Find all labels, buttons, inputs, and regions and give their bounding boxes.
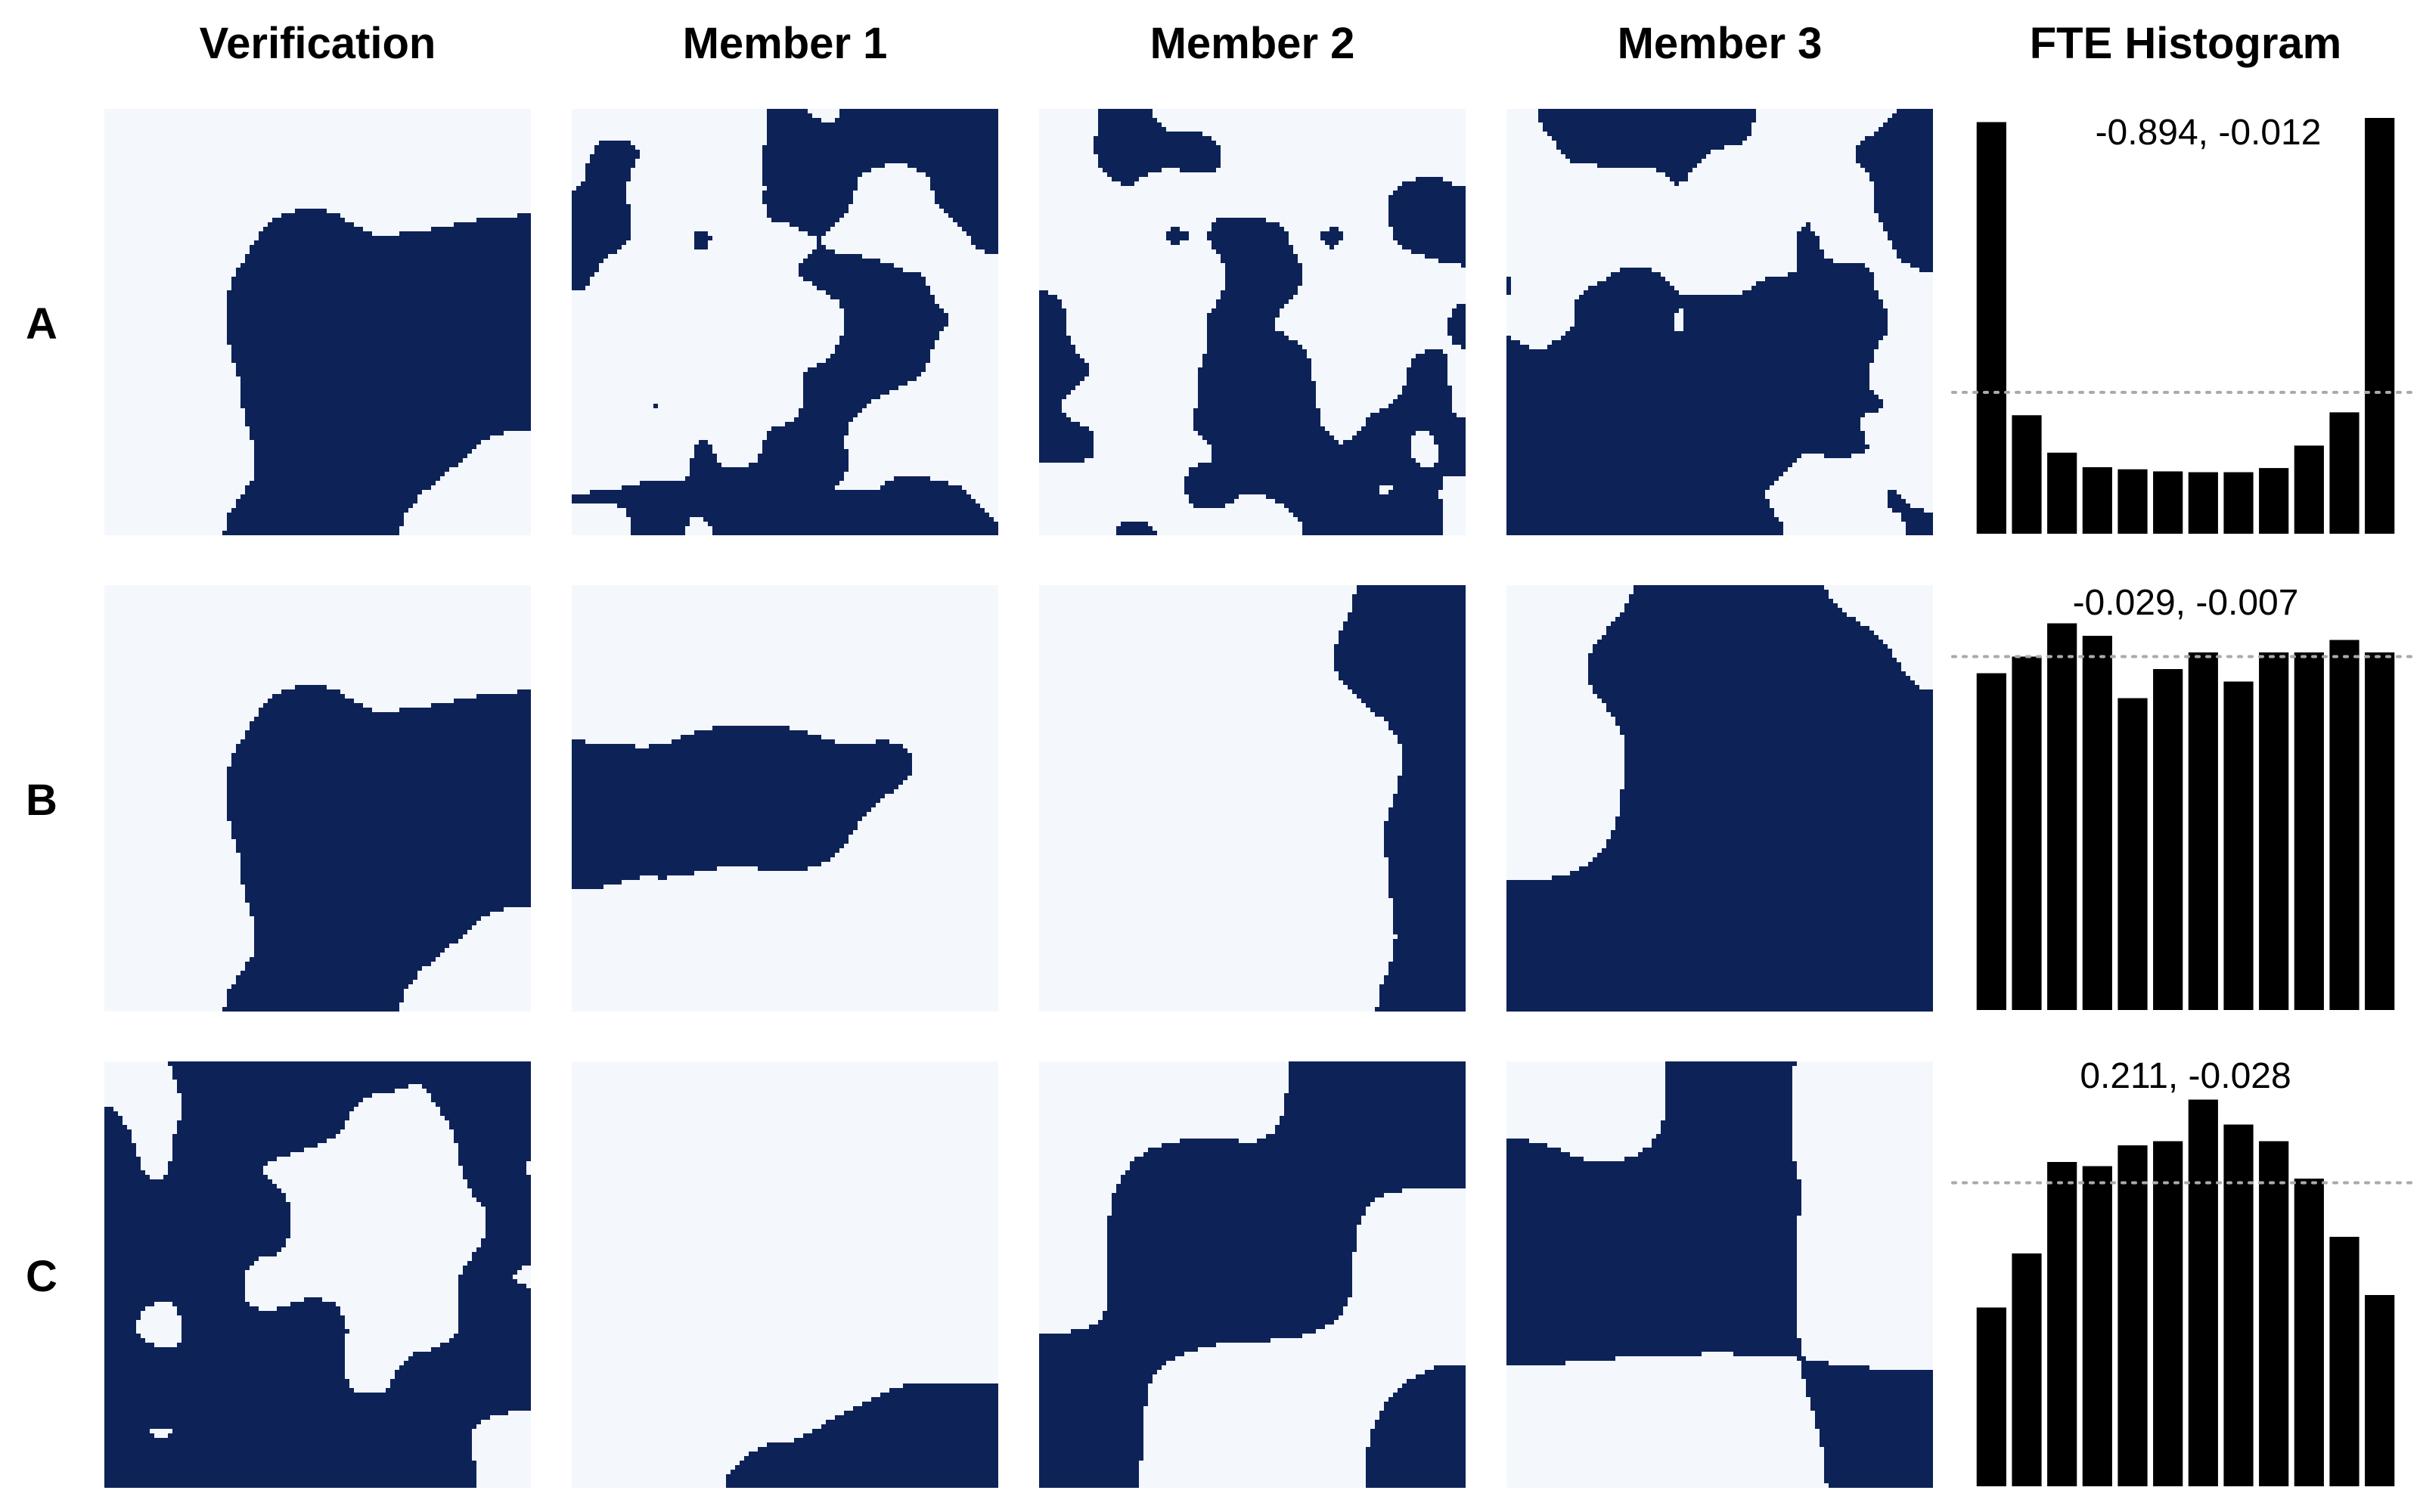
field-dark-region (572, 109, 998, 535)
histogram-bar (1976, 1307, 2006, 1486)
histogram-bar (2329, 412, 2360, 534)
column-header-member-1: Member 1 (682, 19, 888, 68)
histogram-bar (2223, 681, 2254, 1010)
field-dark-region (222, 685, 531, 1012)
field-dark-region (1506, 109, 1933, 535)
field-dark-region (1506, 585, 1933, 1012)
field-dark-region (104, 1061, 531, 1488)
histogram-bar (2294, 445, 2324, 534)
histogram-bar (2047, 623, 2077, 1010)
field-dark-region (1506, 1061, 1933, 1488)
histogram-bar (2259, 468, 2289, 534)
histogram-bar (2259, 652, 2289, 1010)
column-header-member-2: Member 2 (1150, 19, 1355, 68)
histogram-bar (2012, 656, 2042, 1010)
field-a-member-3 (1506, 109, 1933, 535)
histogram-bar (2118, 698, 2148, 1010)
histogram-bar (1976, 122, 2006, 534)
column-header-verification: Verification (199, 19, 436, 68)
histogram-bar (2188, 1099, 2218, 1486)
field-c-member-3 (1506, 1061, 1933, 1488)
fte-stats-a: -0.894, -0.012 (2095, 113, 2322, 153)
row-label-b: B (26, 776, 57, 825)
histogram-bar (2082, 1166, 2112, 1486)
field-a-verification (104, 109, 531, 535)
fte-stats-b: -0.029, -0.007 (2072, 583, 2299, 623)
column-header-member-3: Member 3 (1617, 19, 1823, 68)
field-b-verification (104, 585, 531, 1012)
column-header-fte-histogram: FTE Histogram (2029, 19, 2342, 68)
histogram-bar (2188, 652, 2218, 1010)
fte-stats-c: 0.211, -0.028 (2080, 1056, 2291, 1096)
histogram-bar (2365, 652, 2395, 1010)
field-b-member-3 (1506, 585, 1933, 1012)
field-a-member-1 (572, 109, 998, 535)
histogram-bar (2047, 1162, 2077, 1486)
field-dark-region (222, 209, 531, 535)
histogram-bar (1976, 673, 2006, 1010)
histogram-bar (2365, 118, 2395, 534)
histogram-bar (2082, 467, 2112, 534)
field-c-member-1 (572, 1061, 998, 1488)
histogram-bar (2153, 471, 2183, 534)
field-b-member-2 (1039, 585, 1466, 1012)
histogram-bar (2047, 452, 2077, 534)
histogram-bar (2259, 1141, 2289, 1486)
histogram-bar (2082, 636, 2112, 1010)
row-label-c: C (26, 1252, 57, 1301)
field-dark-region (572, 726, 912, 889)
field-c-member-2 (1039, 1061, 1466, 1488)
histogram-bar (2188, 472, 2218, 534)
field-a-member-2 (1039, 109, 1466, 535)
field-dark-region (1039, 1061, 1466, 1488)
field-dark-region (1334, 585, 1466, 1012)
field-dark-region (726, 1383, 998, 1488)
histogram-bar (2012, 1253, 2042, 1486)
histogram-bar (2153, 1141, 2183, 1486)
histogram-bar (2365, 1295, 2395, 1486)
fte-histogram-b (1951, 623, 2420, 1010)
histogram-bar (2118, 1145, 2148, 1486)
histogram-bar (2329, 640, 2360, 1010)
row-label-a: A (26, 299, 57, 349)
fte-histogram-c (1951, 1099, 2420, 1486)
histogram-bar (2223, 1124, 2254, 1486)
histogram-bar (2153, 669, 2183, 1010)
field-b-member-1 (572, 585, 998, 1012)
histogram-bar (2012, 415, 2042, 534)
histogram-bar (2329, 1237, 2360, 1486)
fte-histogram-a (1951, 118, 2420, 534)
field-c-verification (104, 1061, 531, 1488)
field-dark-region (1039, 109, 1466, 535)
histogram-bar (2223, 472, 2254, 534)
histogram-bar (2294, 1179, 2324, 1486)
histogram-bar (2294, 652, 2324, 1010)
histogram-bar (2118, 469, 2148, 534)
